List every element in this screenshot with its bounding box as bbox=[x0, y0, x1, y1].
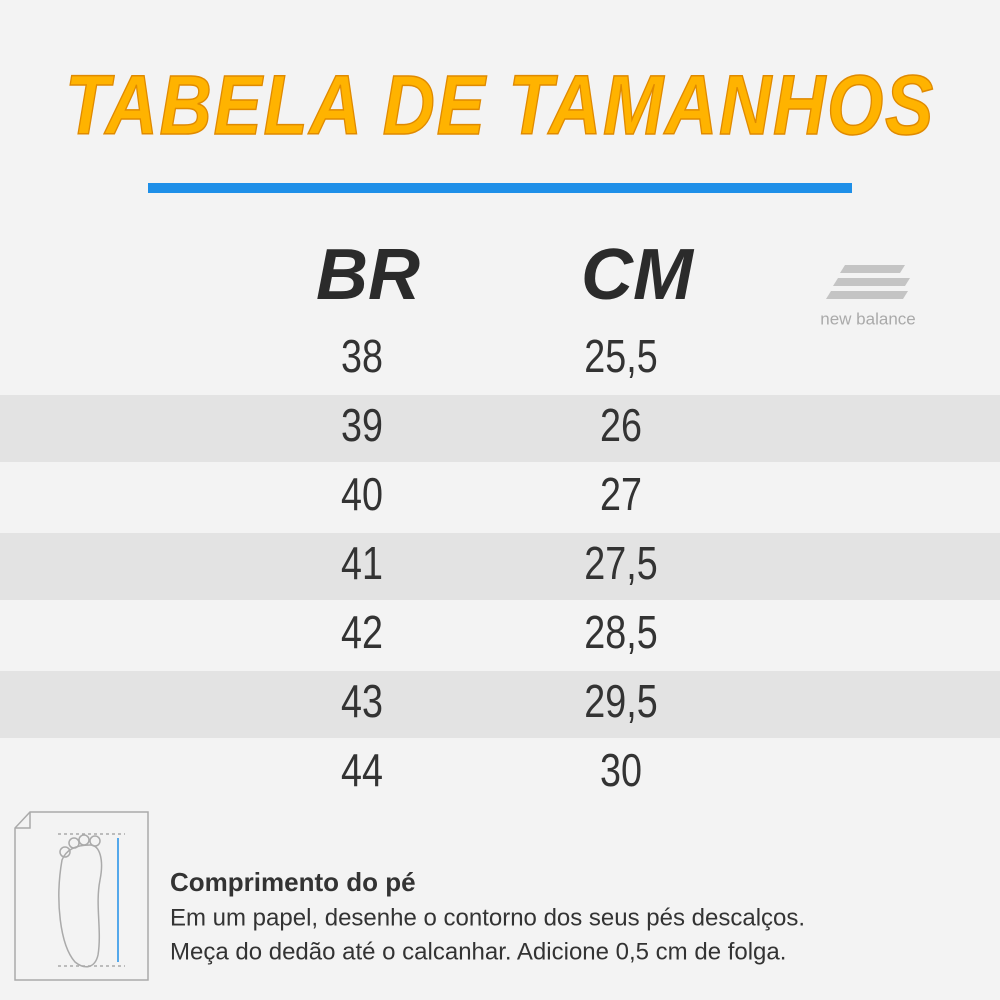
table-cell: 44 bbox=[341, 745, 383, 796]
brand-logo bbox=[826, 265, 910, 299]
table-cell: 42 bbox=[341, 607, 383, 658]
table-cell: 25,5 bbox=[584, 331, 657, 382]
foot-icon bbox=[14, 811, 149, 981]
table-cell: 38 bbox=[341, 331, 383, 382]
table-cell: 40 bbox=[341, 469, 383, 520]
table-cell: 30 bbox=[600, 745, 642, 796]
table-cell: 27 bbox=[600, 469, 642, 520]
instructions-heading: Comprimento do pé bbox=[170, 867, 416, 897]
column-header: BR bbox=[316, 235, 420, 315]
column-header: CM bbox=[581, 235, 695, 315]
instructions-line: Em um papel, desenhe o contorno dos seus… bbox=[170, 904, 805, 931]
table-cell: 41 bbox=[341, 538, 383, 589]
table: 38 25,5 39 26 40 27 41 27,5 42 28,5 43 29,5 44 30 bbox=[0, 331, 1000, 796]
row-stripe bbox=[0, 671, 1000, 738]
title: TABELA DE TAMANHOS bbox=[65, 58, 935, 152]
divider bbox=[148, 183, 852, 193]
brand-name: new balance bbox=[820, 309, 915, 328]
table-cell: 28,5 bbox=[584, 607, 657, 658]
instructions-line: Meça do dedão até o calcanhar. Adicione … bbox=[170, 938, 786, 965]
table-cell: 43 bbox=[341, 676, 383, 727]
table-cell: 26 bbox=[600, 400, 642, 451]
row-stripe bbox=[0, 395, 1000, 462]
table-cell: 39 bbox=[341, 400, 383, 451]
table-cell: 29,5 bbox=[584, 676, 657, 727]
row-stripe bbox=[0, 533, 1000, 600]
table-cell: 27,5 bbox=[584, 538, 657, 589]
